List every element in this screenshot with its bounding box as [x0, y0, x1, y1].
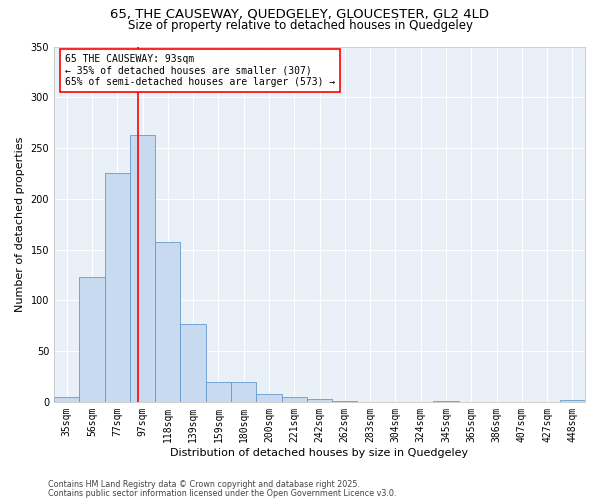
Bar	[206, 382, 231, 402]
Bar	[155, 242, 181, 402]
Bar	[181, 324, 206, 402]
Bar	[79, 277, 104, 402]
Bar	[104, 174, 130, 402]
Bar	[281, 397, 307, 402]
Text: 65 THE CAUSEWAY: 93sqm
← 35% of detached houses are smaller (307)
65% of semi-de: 65 THE CAUSEWAY: 93sqm ← 35% of detached…	[65, 54, 335, 87]
Bar	[256, 394, 281, 402]
X-axis label: Distribution of detached houses by size in Quedgeley: Distribution of detached houses by size …	[170, 448, 469, 458]
Bar	[130, 135, 155, 402]
Bar	[231, 382, 256, 402]
Text: Contains HM Land Registry data © Crown copyright and database right 2025.: Contains HM Land Registry data © Crown c…	[48, 480, 360, 489]
Bar	[433, 401, 458, 402]
Text: 65, THE CAUSEWAY, QUEDGELEY, GLOUCESTER, GL2 4LD: 65, THE CAUSEWAY, QUEDGELEY, GLOUCESTER,…	[110, 8, 490, 20]
Bar	[332, 401, 358, 402]
Text: Contains public sector information licensed under the Open Government Licence v3: Contains public sector information licen…	[48, 488, 397, 498]
Y-axis label: Number of detached properties: Number of detached properties	[15, 136, 25, 312]
Bar	[54, 397, 79, 402]
Text: Size of property relative to detached houses in Quedgeley: Size of property relative to detached ho…	[128, 19, 473, 32]
Bar	[307, 399, 332, 402]
Bar	[560, 400, 585, 402]
